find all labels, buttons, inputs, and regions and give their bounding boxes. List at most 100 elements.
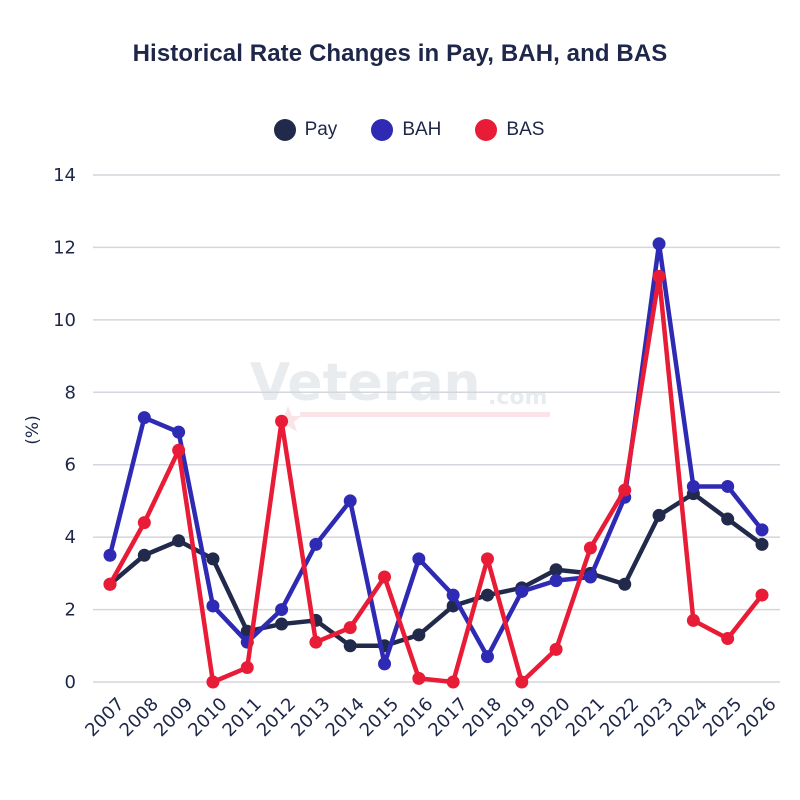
data-point-bas[interactable] [206,675,220,689]
series-bas [103,269,769,689]
data-point-bas[interactable] [309,635,323,649]
watermark-underline [300,412,550,417]
legend-label-bah: BAH [402,119,442,140]
legend-item-bas[interactable]: BAS [475,119,544,141]
data-point-bas[interactable] [103,577,117,591]
data-point-bah[interactable] [172,425,186,439]
data-point-bas[interactable] [515,675,529,689]
series-line-pay [107,491,765,649]
y-tick-label: 8 [65,382,76,403]
data-point-bah[interactable] [275,603,289,617]
x-tick-label: 2013 [287,694,334,741]
data-point-pay[interactable] [172,534,186,548]
data-point-bas[interactable] [686,613,700,627]
y-tick-label: 2 [65,600,76,621]
chart-title: Historical Rate Changes in Pay, BAH, and… [132,40,668,67]
x-tick-label: 2025 [699,694,746,741]
x-tick-label: 2018 [459,694,506,741]
data-point-bah[interactable] [343,494,357,508]
data-point-bas[interactable] [137,516,151,530]
data-point-bah[interactable] [378,657,392,671]
legend-item-bah[interactable]: BAH [371,119,441,141]
x-tick-label: 2016 [390,694,437,741]
data-point-pay[interactable] [137,548,151,562]
x-tick-label: 2015 [356,694,403,741]
data-point-bah[interactable] [103,548,117,562]
x-tick-label: 2008 [116,694,163,741]
legend-marker-bas [475,119,498,141]
data-point-bas[interactable] [378,570,392,584]
x-tick-label: 2007 [81,694,128,741]
data-point-pay[interactable] [412,628,426,642]
data-point-bah[interactable] [412,552,426,566]
data-point-bas[interactable] [618,483,632,497]
data-point-bas[interactable] [549,642,563,656]
legend-item-pay[interactable]: Pay [273,119,337,141]
data-point-bah[interactable] [549,574,563,588]
x-tick-label: 2024 [665,694,712,741]
x-axis: 2007200820092010201120122013201420152016… [81,694,780,741]
y-axis: 0 2 4 6 8 10 12 14 [53,165,76,693]
y-tick-label: 14 [53,165,76,186]
data-point-bah[interactable] [137,411,151,425]
data-point-pay[interactable] [618,577,632,591]
data-point-pay[interactable] [275,617,289,631]
series-line-bah [107,241,765,667]
legend-label-bas: BAS [506,119,545,140]
data-point-bas[interactable] [343,621,357,635]
data-point-bas[interactable] [446,675,460,689]
data-point-bas[interactable] [412,671,426,685]
x-tick-label: 2019 [493,694,540,741]
y-tick-label: 10 [53,310,76,331]
data-point-bah[interactable] [721,479,735,493]
data-point-bas[interactable] [755,588,769,602]
x-tick-label: 2010 [184,694,231,741]
data-point-bah[interactable] [583,570,597,584]
x-tick-label: 2014 [322,694,369,741]
y-axis-label: (%) [23,415,43,444]
data-point-bas[interactable] [172,443,186,457]
watermark-text: Veteran [250,353,481,413]
y-tick-label: 12 [53,237,76,258]
data-point-pay[interactable] [652,508,666,522]
data-point-bas[interactable] [480,552,494,566]
data-point-pay[interactable] [755,537,769,551]
data-point-bas[interactable] [721,632,735,646]
x-tick-label: 2009 [150,694,197,741]
x-tick-label: 2011 [219,694,266,741]
data-point-bas[interactable] [240,661,254,675]
data-point-bah[interactable] [515,584,529,598]
x-tick-label: 2021 [562,694,609,741]
watermark-suffix: .com [488,385,547,410]
x-tick-label: 2026 [733,694,780,741]
y-tick-label: 0 [65,672,76,693]
data-point-bah[interactable] [206,599,220,613]
data-point-bah[interactable] [480,650,494,664]
x-tick-label: 2022 [596,694,643,741]
x-tick-label: 2023 [630,694,677,741]
x-tick-label: 2017 [424,694,471,741]
data-point-pay[interactable] [721,512,735,526]
legend: Pay BAH BAS [0,119,800,141]
data-point-pay[interactable] [549,563,563,577]
watermark: Veteran .com [250,353,550,432]
y-tick-label: 4 [65,527,76,548]
data-point-pay[interactable] [206,552,220,566]
data-point-bah[interactable] [446,588,460,602]
data-point-pay[interactable] [480,588,494,602]
legend-marker-bah [371,119,394,141]
series [103,237,769,689]
series-bah [103,237,769,671]
data-point-bah[interactable] [652,237,666,251]
data-point-pay[interactable] [343,639,357,653]
data-point-bas[interactable] [583,541,597,555]
data-point-bas[interactable] [652,269,666,283]
grid [93,174,780,683]
data-point-bah[interactable] [309,537,323,551]
data-point-bas[interactable] [275,414,289,428]
data-point-bah[interactable] [755,523,769,537]
data-point-bah[interactable] [686,479,700,493]
y-tick-label: 6 [65,455,76,476]
x-tick-label: 2012 [253,694,300,741]
